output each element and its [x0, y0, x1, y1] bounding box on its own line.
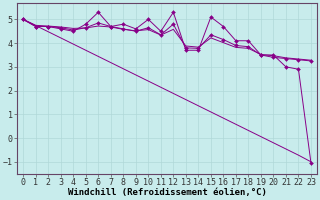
- X-axis label: Windchill (Refroidissement éolien,°C): Windchill (Refroidissement éolien,°C): [68, 188, 267, 197]
